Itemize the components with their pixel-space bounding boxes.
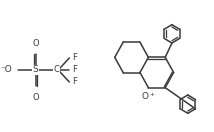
Text: O$^+$: O$^+$ bbox=[141, 90, 156, 102]
Text: F: F bbox=[72, 77, 77, 86]
Text: F: F bbox=[72, 65, 77, 74]
Text: C: C bbox=[54, 65, 59, 74]
Text: O: O bbox=[32, 93, 39, 102]
Text: ⁻O: ⁻O bbox=[1, 65, 13, 74]
Text: O: O bbox=[32, 39, 39, 48]
Text: F: F bbox=[72, 53, 77, 62]
Text: S: S bbox=[33, 65, 39, 74]
